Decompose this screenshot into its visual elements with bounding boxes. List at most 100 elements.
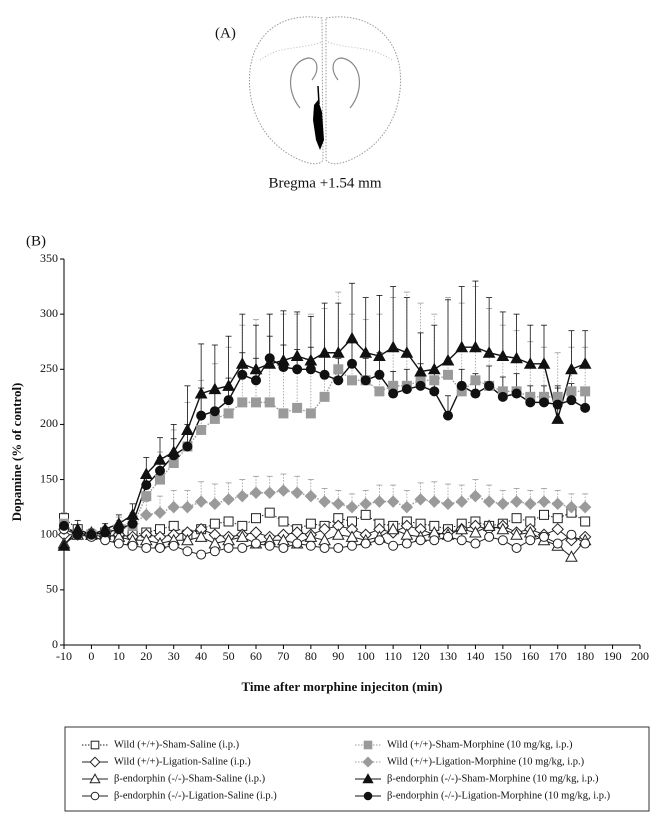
x-tick-label: 110 (384, 649, 402, 663)
marker (539, 397, 549, 408)
marker (566, 395, 577, 406)
marker (304, 353, 318, 366)
marker (429, 375, 440, 386)
marker (209, 546, 220, 557)
y-tick-label: 250 (40, 361, 58, 375)
marker (264, 507, 275, 518)
x-tick-label: 30 (168, 649, 180, 663)
marker (429, 386, 440, 397)
marker (363, 740, 373, 750)
x-tick-label: 50 (223, 649, 235, 663)
x-tick-label: 60 (250, 649, 262, 663)
marker (292, 364, 303, 375)
legend-label: Wild (+/+)-Sham-Saline (i.p.) (114, 739, 240, 750)
marker (278, 516, 289, 527)
marker (264, 353, 275, 364)
x-tick-label: 140 (466, 649, 484, 663)
marker (237, 542, 248, 553)
marker (278, 362, 289, 373)
marker (551, 412, 565, 424)
legend-label: β-endorphin (-/-)-Sham-Saline (i.p.) (114, 773, 266, 784)
marker (90, 740, 100, 750)
panel-label: (A) (215, 25, 236, 41)
marker (470, 375, 481, 386)
marker (196, 410, 207, 421)
marker (565, 500, 578, 514)
marker (318, 346, 331, 358)
marker (565, 550, 578, 562)
y-tick-label: 150 (40, 471, 58, 485)
marker (552, 513, 563, 524)
marker (386, 495, 400, 508)
x-tick-label: 120 (412, 649, 430, 663)
marker (484, 380, 495, 391)
marker (578, 500, 592, 514)
marker (469, 525, 482, 538)
marker (401, 384, 412, 395)
marker (168, 540, 179, 551)
marker (415, 380, 426, 391)
marker (237, 369, 248, 380)
marker (537, 495, 551, 508)
marker (264, 397, 275, 408)
marker (374, 535, 385, 546)
x-tick-label: 90 (332, 649, 344, 663)
marker (566, 529, 577, 540)
marker (263, 357, 277, 369)
x-tick-label: 160 (521, 649, 539, 663)
marker (181, 500, 194, 514)
marker (59, 520, 69, 531)
marker (194, 387, 208, 399)
marker (86, 529, 97, 540)
marker (292, 538, 303, 549)
y-tick-label: 200 (40, 416, 58, 430)
marker (524, 497, 537, 511)
x-tick-label: 200 (631, 649, 649, 663)
marker (443, 410, 453, 421)
marker (277, 484, 290, 497)
marker (127, 540, 138, 551)
x-tick-label: 170 (549, 649, 567, 663)
marker (455, 495, 468, 508)
x-tick-label: 130 (439, 649, 457, 663)
marker (443, 369, 453, 380)
marker (140, 508, 153, 522)
x-tick-label: 100 (357, 649, 375, 663)
marker (333, 364, 344, 375)
marker (456, 380, 467, 391)
marker (113, 524, 124, 535)
marker (496, 497, 510, 511)
marker (363, 791, 373, 801)
marker (525, 535, 536, 546)
marker (305, 408, 316, 419)
diagram-caption: Bregma +1.54 mm (268, 175, 381, 191)
x-tick-label: 0 (88, 649, 94, 663)
marker (290, 486, 304, 500)
marker (155, 474, 165, 485)
marker (537, 357, 551, 369)
marker (278, 408, 289, 419)
marker (72, 529, 83, 540)
marker (345, 331, 359, 344)
marker (319, 369, 330, 380)
marker (319, 391, 330, 402)
marker (333, 375, 344, 386)
marker (155, 465, 165, 476)
marker (222, 379, 235, 391)
y-tick-label: 50 (46, 582, 58, 596)
marker (292, 402, 303, 413)
marker (510, 495, 523, 508)
marker (510, 351, 523, 364)
marker (305, 364, 316, 375)
marker (428, 495, 441, 508)
x-tick-label: 20 (140, 649, 152, 663)
marker (223, 395, 234, 406)
marker (359, 497, 372, 511)
x-tick-label: 80 (305, 649, 317, 663)
marker (427, 362, 441, 375)
marker (552, 538, 563, 549)
x-tick-label: 180 (576, 649, 594, 663)
marker (347, 540, 357, 551)
